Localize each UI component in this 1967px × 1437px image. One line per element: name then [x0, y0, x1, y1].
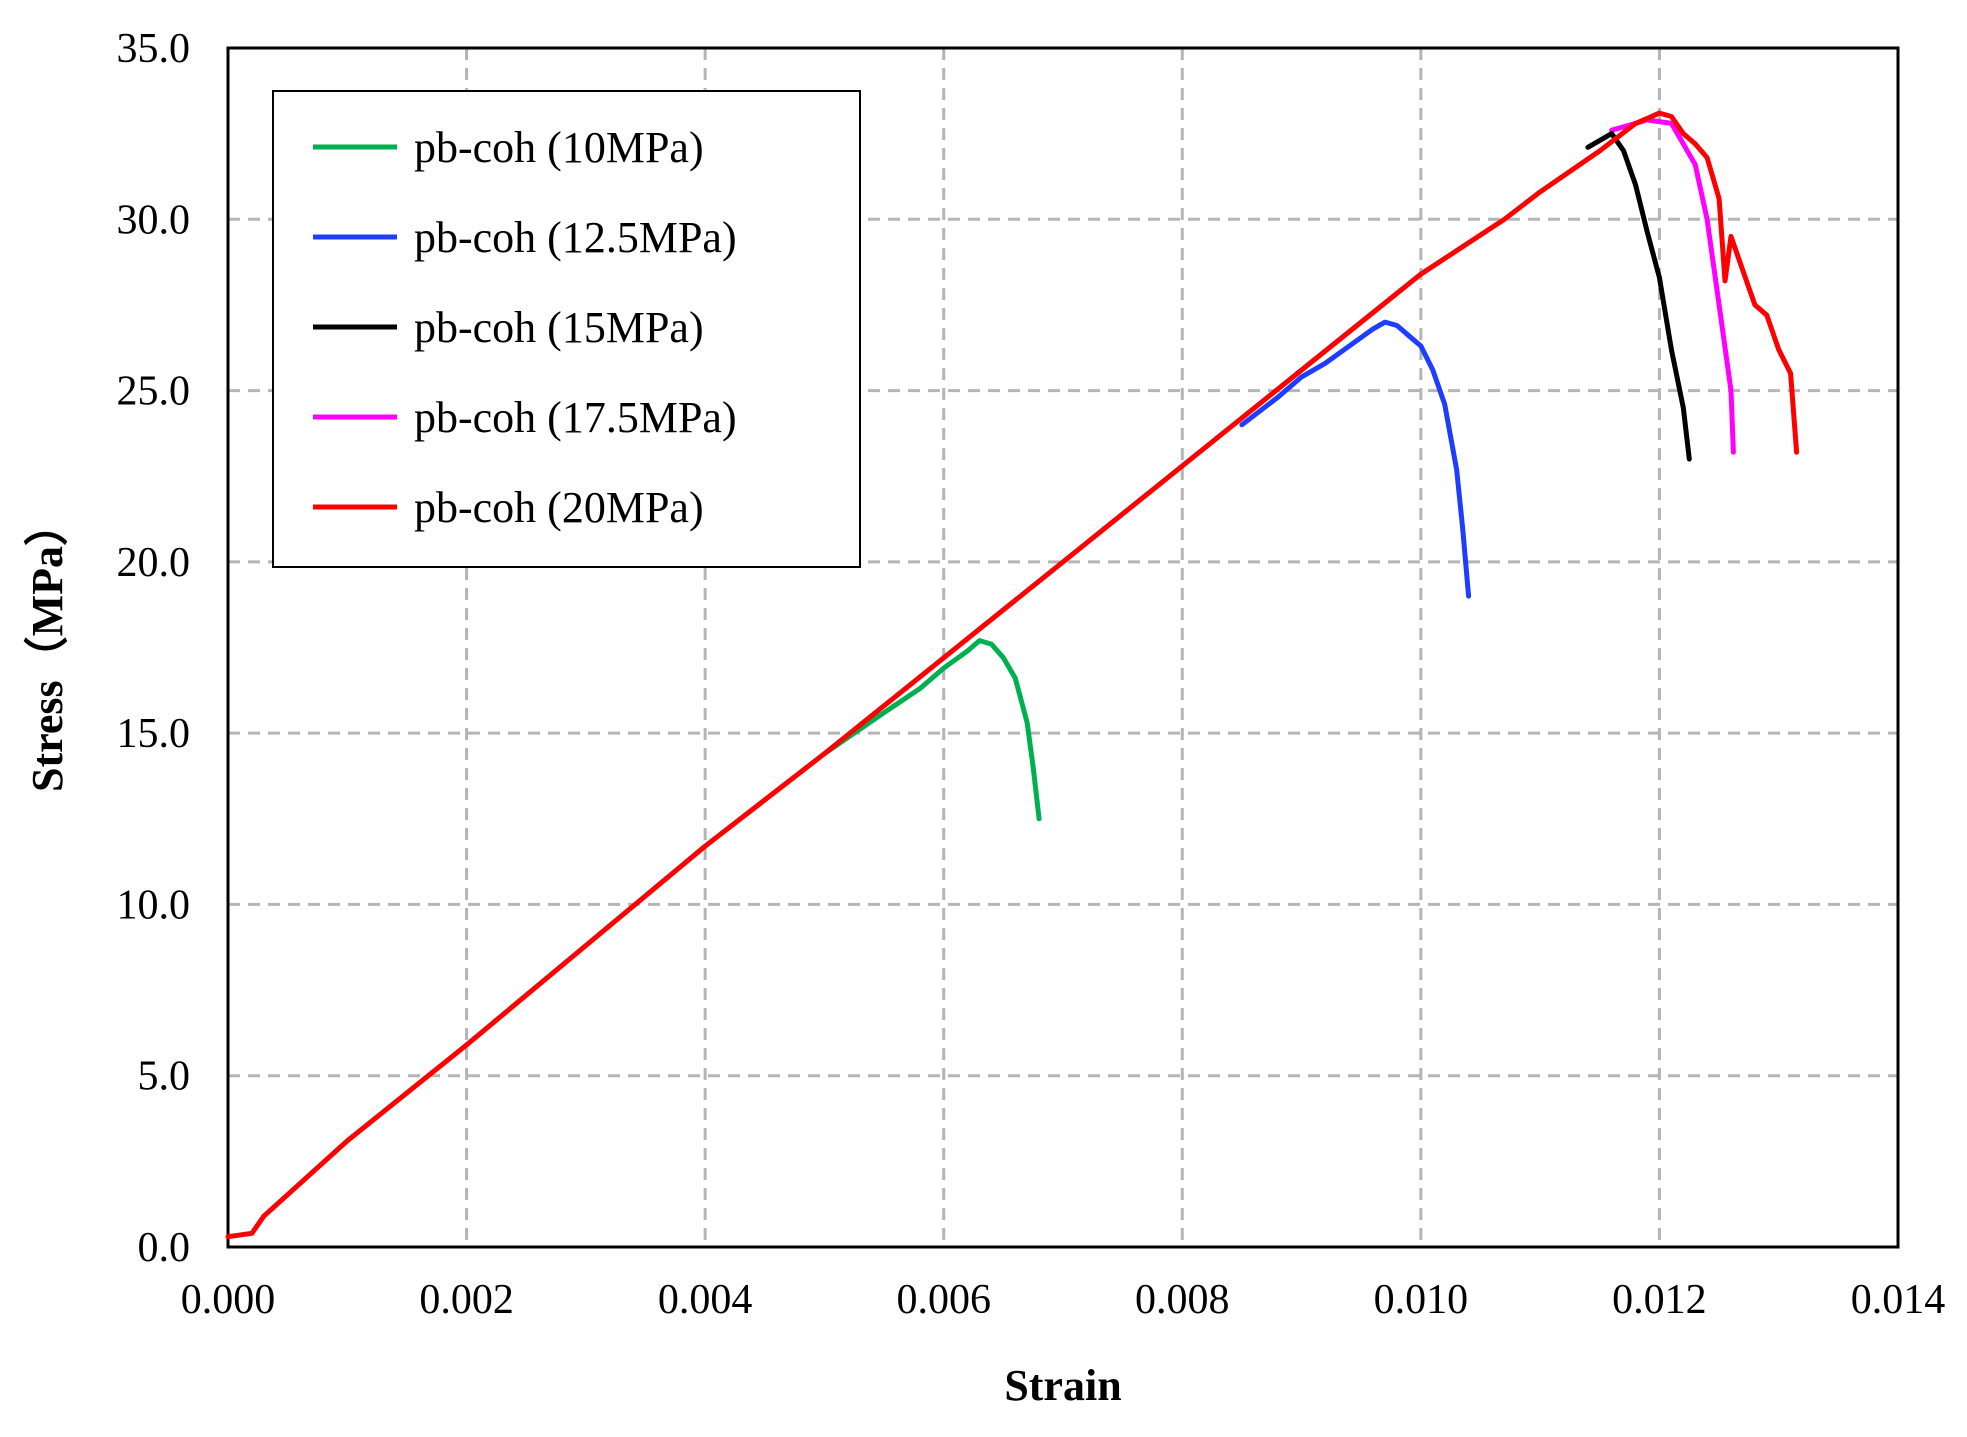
x-tick-label: 0.004	[658, 1277, 753, 1323]
y-tick-label: 0.0	[138, 1225, 191, 1271]
legend-label: pb-coh (15MPa)	[414, 303, 704, 352]
series-line-5	[225, 110, 1800, 1240]
legend-label: pb-coh (12.5MPa)	[414, 213, 737, 262]
series-line-3	[1585, 131, 1692, 462]
x-tick-label: 0.008	[1135, 1277, 1230, 1323]
y-tick-label: 35.0	[117, 26, 191, 72]
x-tick-label: 0.012	[1612, 1277, 1707, 1323]
x-tick-label: 0.006	[896, 1277, 991, 1323]
y-tick-label: 15.0	[117, 711, 191, 757]
y-tick-label: 10.0	[117, 882, 191, 928]
plot-area-frame	[226, 46, 1900, 1249]
x-tick-label: 0.014	[1851, 1277, 1946, 1323]
x-axis-title: Strain	[1004, 1361, 1121, 1410]
x-tick-label: 0.010	[1374, 1277, 1469, 1323]
x-tick-label: 0.002	[419, 1277, 514, 1323]
series-line-2	[1239, 319, 1472, 599]
legend: pb-coh (10MPa) pb-coh (12.5MPa) pb-coh (15…	[272, 90, 861, 568]
legend-label: pb-coh (17.5MPa)	[414, 393, 737, 442]
series-lines	[225, 110, 1800, 1240]
y-tick-label: 20.0	[117, 540, 191, 586]
x-axis-ticks: 0.000 0.002 0.004 0.006 0.008 0.010 0.012 0.014	[181, 1277, 1946, 1323]
legend-label: pb-coh (10MPa)	[414, 123, 704, 172]
legend-label: pb-coh (20MPa)	[414, 483, 704, 532]
y-tick-label: 30.0	[117, 197, 191, 243]
y-axis-ticks: 0.0 5.0 10.0 15.0 20.0 25.0 30.0 35.0	[117, 26, 191, 1271]
series-line-1	[821, 638, 1042, 822]
y-tick-label: 25.0	[117, 369, 191, 415]
y-tick-label: 5.0	[138, 1054, 191, 1100]
y-axis-title: Stress（MPa）	[23, 502, 72, 792]
x-tick-label: 0.000	[181, 1277, 276, 1323]
grid	[228, 48, 1898, 1247]
